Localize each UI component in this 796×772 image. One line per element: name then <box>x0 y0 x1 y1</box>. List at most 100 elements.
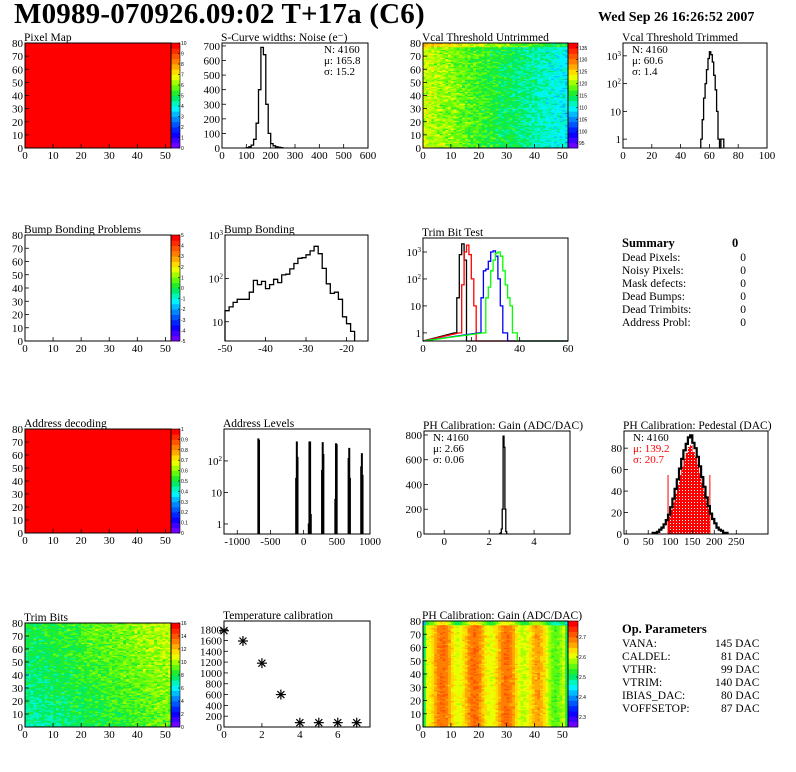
heatmap-cell <box>540 115 544 117</box>
heatmap-cell <box>565 67 569 70</box>
heatmap-cell <box>445 120 449 123</box>
heatmap-cell <box>509 44 513 46</box>
colorbar-tick-label: -3 <box>181 318 186 324</box>
heatmap-cell <box>495 124 499 126</box>
heatmap-cell <box>528 88 533 91</box>
heatmap-cell <box>456 116 460 119</box>
heatmap-cell <box>434 90 438 92</box>
heatmap-cell <box>27 681 31 684</box>
heatmap-cell <box>442 78 446 81</box>
heatmap-cell <box>562 124 566 126</box>
heatmap-cell <box>515 144 519 146</box>
heatmap-cell <box>439 87 443 90</box>
heatmap-cell <box>545 112 549 115</box>
heatmap-cell <box>531 136 535 138</box>
heatmap-cell <box>495 50 499 53</box>
heatmap-cell <box>520 117 524 120</box>
heatmap-cell <box>453 71 457 74</box>
heatmap-cell <box>459 146 463 149</box>
heatmap-cell <box>489 91 494 94</box>
heatmap-cell <box>548 111 552 113</box>
heatmap-cell <box>559 46 563 49</box>
heatmap-cell <box>540 53 544 56</box>
heatmap-cell <box>453 117 457 120</box>
heatmap-cell <box>565 58 569 61</box>
heatmap-cell <box>434 78 438 81</box>
y-tick-label: 800 <box>406 430 423 442</box>
heatmap-cell <box>428 129 432 132</box>
heatmap-cell <box>467 129 471 132</box>
heatmap-cell <box>512 113 516 116</box>
heatmap-cell <box>27 721 31 724</box>
heatmap-cell <box>467 58 471 61</box>
heatmap-cell <box>503 119 507 121</box>
heatmap-cell <box>473 66 477 69</box>
heatmap-cell <box>450 73 454 75</box>
heatmap-cell <box>531 112 535 115</box>
heatmap-cell <box>517 79 521 82</box>
heatmap-cell <box>526 83 530 86</box>
heatmap-cell <box>495 145 499 147</box>
heatmap-cell <box>565 146 569 149</box>
heatmap-cell <box>453 49 457 52</box>
heatmap-cell <box>428 44 432 46</box>
heatmap-cell <box>551 115 555 117</box>
heatmap-cell <box>562 50 566 53</box>
heatmap-cell <box>515 74 519 77</box>
heatmap-cell <box>442 67 446 70</box>
heatmap-cell <box>515 56 519 58</box>
heatmap-cell <box>498 125 502 128</box>
heatmap-cell <box>487 123 491 125</box>
heatmap-cell <box>542 100 546 103</box>
heatmap-cell <box>448 117 452 120</box>
heatmap-cell <box>27 672 31 674</box>
heatmap-cell <box>459 100 463 103</box>
heatmap-cell <box>534 60 538 62</box>
heatmap-cell <box>489 85 494 87</box>
histogram-series <box>422 250 568 342</box>
heatmap-cell <box>562 95 566 98</box>
heatmap-cell <box>540 117 544 120</box>
heatmap-cell <box>478 44 482 46</box>
heatmap-cell <box>534 129 538 132</box>
heatmap-cell <box>492 52 496 54</box>
heatmap-cell <box>470 116 474 119</box>
heatmap-cell <box>431 102 435 104</box>
heatmap-cell <box>548 44 552 46</box>
heatmap-cell <box>542 62 546 65</box>
heatmap-cell <box>503 129 507 132</box>
heatmap-cell <box>425 85 429 87</box>
heatmap-cell <box>515 77 519 79</box>
heatmap-cell <box>439 121 443 124</box>
heatmap-cell <box>464 115 468 117</box>
heatmap-cell <box>540 100 544 103</box>
heatmap-cell <box>473 121 477 124</box>
heatmap-cell <box>425 145 429 147</box>
heatmap-cell <box>434 57 438 60</box>
heatmap-cell <box>542 58 546 61</box>
heatmap-cell <box>478 138 482 141</box>
heatmap-cell <box>475 73 480 75</box>
heatmap-cell <box>478 133 482 136</box>
heatmap-cell <box>428 70 432 73</box>
heatmap-cell <box>442 109 446 112</box>
heatmap-cell <box>439 116 443 119</box>
heatmap-cell <box>475 104 480 107</box>
heatmap-cell <box>436 98 441 100</box>
heatmap-cell <box>25 632 29 634</box>
heatmap-cell <box>542 108 546 111</box>
y-tick-label: 40 <box>12 476 24 488</box>
heatmap-cell <box>517 112 521 115</box>
heatmap-cell <box>528 109 533 112</box>
heatmap-cell <box>439 127 443 129</box>
heatmap-cell <box>475 116 480 119</box>
heatmap-cell <box>551 81 555 83</box>
heatmap-cell <box>512 108 516 111</box>
heatmap-cell <box>559 112 563 115</box>
heatmap-cell <box>520 90 524 92</box>
y-tick-label: 60 <box>12 257 24 269</box>
heatmap-cell <box>428 108 432 111</box>
heatmap-cell <box>559 98 563 100</box>
heatmap-cell <box>492 117 496 120</box>
heatmap-cell <box>475 95 480 98</box>
